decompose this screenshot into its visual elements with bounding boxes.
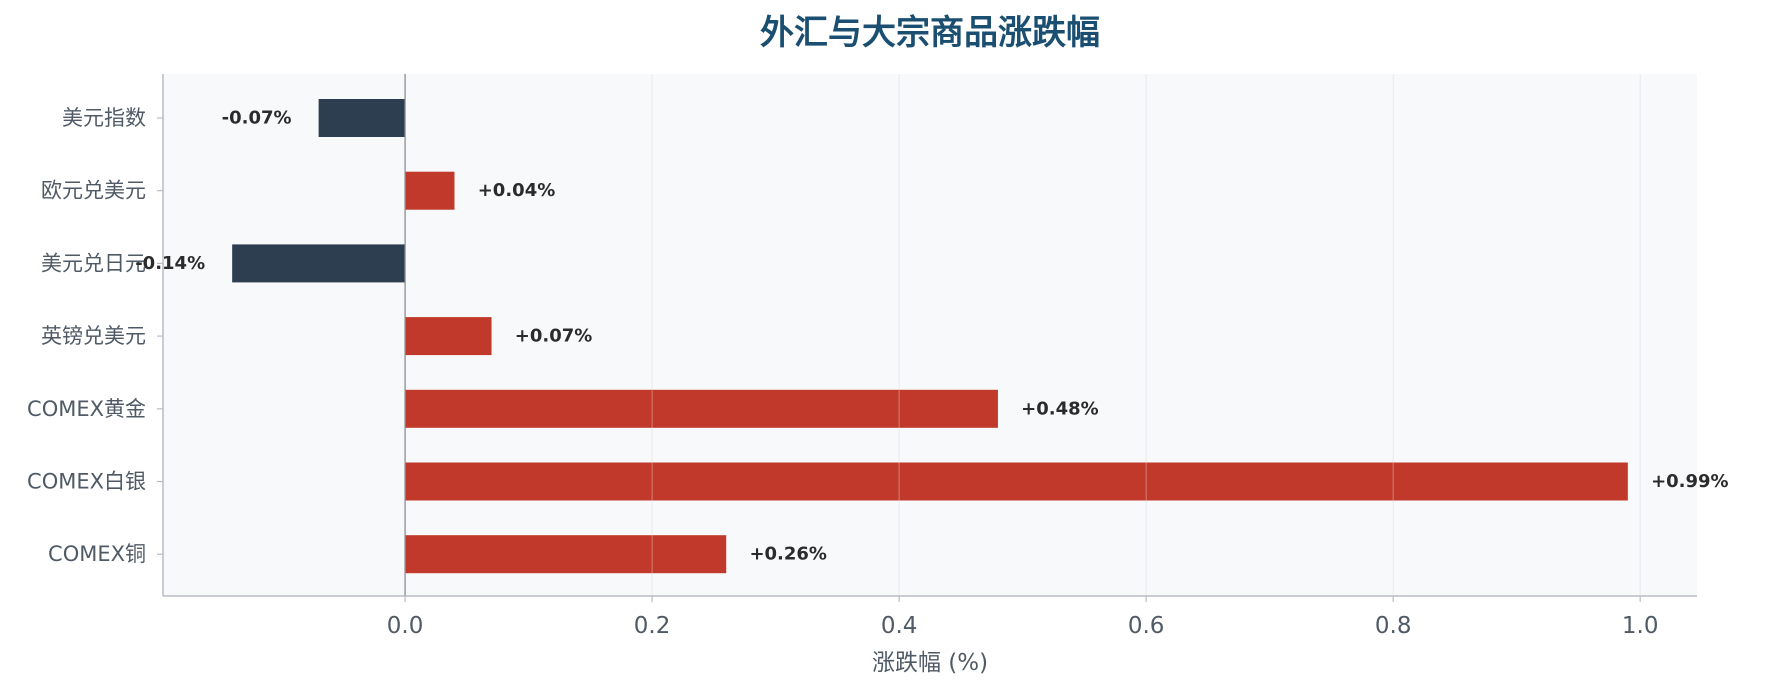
x-tick-labels: 0.0 0.2 0.4 0.6 0.8 1.0 <box>387 596 1659 639</box>
bar-4 <box>405 389 998 428</box>
x-tick-label-3: 0.6 <box>1128 613 1165 639</box>
value-label-2: -0.14% <box>135 253 205 274</box>
value-label-0: -0.07% <box>222 108 292 129</box>
chart-title: 外汇与大宗商品涨跌幅 <box>760 13 1100 53</box>
bar-2 <box>232 244 406 283</box>
x-tick-label-2: 0.4 <box>881 613 918 639</box>
value-label-4: +0.48% <box>1021 398 1099 419</box>
value-label-3: +0.07% <box>515 326 593 347</box>
value-label-6: +0.26% <box>749 544 827 565</box>
x-tick-label-5: 1.0 <box>1622 613 1659 639</box>
category-label-0: 美元指数 <box>62 106 146 130</box>
x-tick-label-1: 0.2 <box>634 613 671 639</box>
bar-6 <box>405 535 727 574</box>
bars <box>232 74 1641 596</box>
category-label-5: COMEX白银 <box>27 470 146 494</box>
x-tick-label-0: 0.0 <box>387 613 424 639</box>
plot-area <box>163 74 1697 596</box>
category-label-2: 美元兑日元 <box>41 251 146 275</box>
category-label-1: 欧元兑美元 <box>41 179 146 203</box>
bar-5 <box>405 462 1628 501</box>
value-label-5: +0.99% <box>1651 471 1729 492</box>
x-tick-label-4: 0.8 <box>1375 613 1412 639</box>
category-label-3: 英镑兑美元 <box>41 324 146 348</box>
category-label-6: COMEX铜 <box>48 542 146 566</box>
gridlines <box>651 74 1641 596</box>
value-labels: -0.07% +0.04% -0.14% +0.07% +0.48% +0.99% +0.2… <box>135 108 1728 565</box>
category-label-4: COMEX黄金 <box>27 397 146 421</box>
bar-3 <box>405 317 492 356</box>
bar-0 <box>318 99 406 137</box>
bar-1 <box>405 171 455 210</box>
value-label-1: +0.04% <box>478 180 556 201</box>
x-axis-label: 涨跌幅 (%) <box>872 650 988 676</box>
